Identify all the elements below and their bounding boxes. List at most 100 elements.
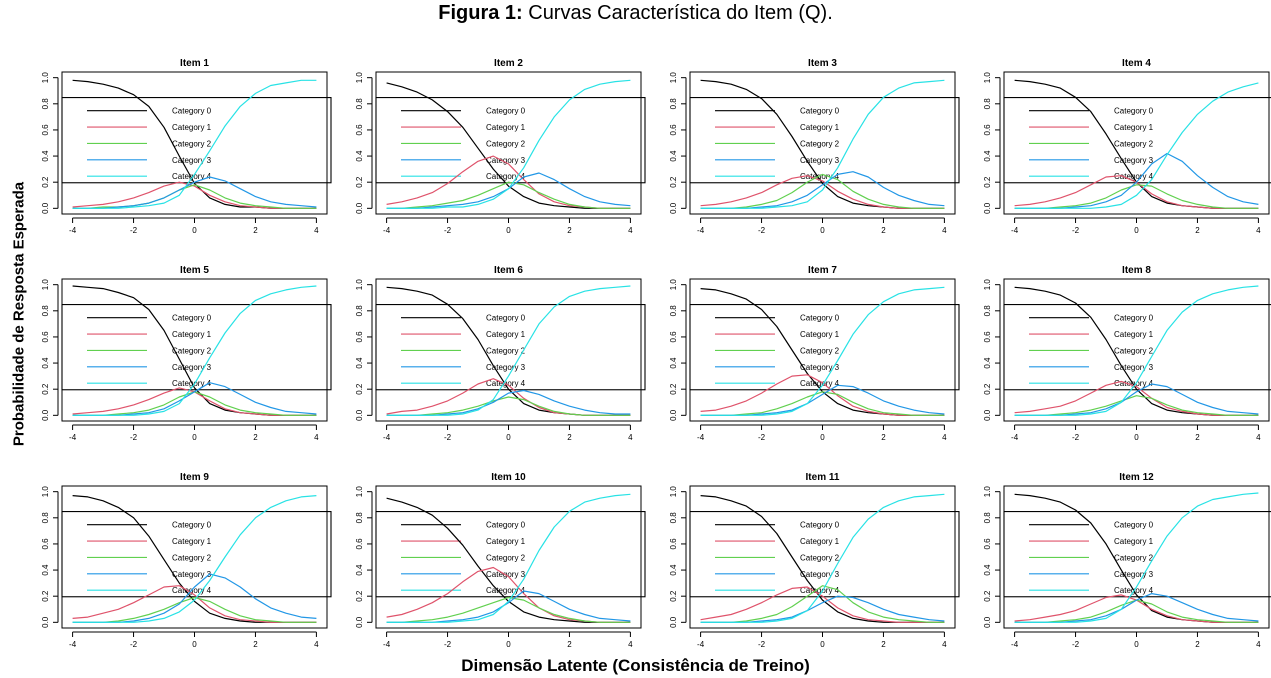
panel-title: Item 8 [1122,265,1151,276]
x-tick-label: -2 [130,640,138,649]
series-line-category-4 [700,493,945,623]
legend-entry: Category 3 [1114,363,1154,372]
series-line-category-1 [700,586,945,623]
y-tick-label: 0.2 [669,176,678,188]
y-tick-label: 0.6 [355,124,364,136]
x-tick-label: -4 [69,640,77,649]
x-tick-label: 0 [820,226,825,235]
legend-entry: Category 4 [800,379,840,388]
y-tick-label: 0.6 [355,331,364,343]
series-line-category-1 [1014,594,1259,623]
y-tick-label: 0.0 [355,202,364,214]
legend-box [61,97,332,184]
figure-title-text: Curvas Característica do Item (Q). [522,2,833,24]
series-line-category-4 [1014,285,1259,416]
panel-item-2: Item 2 -4 -2 0 2 4 0.0 0.2 0.4 0.6 0.8 1.0 Category … [355,58,646,235]
y-tick-label: 1.0 [41,486,50,498]
legend-entry: Category 3 [486,156,526,165]
legend-entry: Category 4 [486,586,526,595]
x-tick-label: -4 [697,226,705,235]
legend-entry: Category 4 [1114,172,1154,181]
y-tick-label: 0.4 [669,357,678,369]
series-line-category-2 [700,173,945,209]
figure-title: Figura 1: Curvas Característica do Item … [0,2,1271,25]
x-tick-label: 2 [1195,640,1200,649]
legend-entry: Category 0 [800,314,840,323]
y-tick-label: 0.2 [41,590,50,602]
x-tick-label: -2 [1072,226,1080,235]
y-tick-label: 0.2 [355,590,364,602]
legend-entry: Category 2 [1114,139,1154,148]
x-tick-label: 4 [628,640,633,649]
legend-box [375,511,646,598]
y-tick-label: 0.8 [983,512,992,524]
x-tick-label: -4 [697,640,705,649]
y-tick-label: 1.0 [983,279,992,291]
x-tick-label: -2 [758,433,766,442]
legend-entry: Category 0 [172,107,212,116]
y-tick-label: 1.0 [983,72,992,84]
x-tick-label: 0 [506,433,511,442]
y-tick-label: 0.4 [355,357,364,369]
legend-entry: Category 2 [486,346,526,355]
legend-entry: Category 1 [1114,123,1154,132]
x-tick-label: 2 [1195,226,1200,235]
series-line-category-3 [72,176,317,209]
x-tick-label: 2 [881,640,886,649]
y-tick-label: 0.6 [355,538,364,550]
legend-entry: Category 1 [800,537,840,546]
series-line-category-2 [1014,395,1259,416]
x-tick-label: 4 [628,226,633,235]
legend-box [1003,304,1271,391]
legend-entry: Category 2 [800,553,840,562]
x-tick-label: -4 [383,640,391,649]
y-tick-label: 0.0 [355,409,364,421]
legend-entry: Category 1 [486,537,526,546]
y-tick-label: 0.8 [355,98,364,110]
panel-title: Item 1 [180,58,209,69]
panel-title: Item 10 [491,472,526,483]
legend-entry: Category 4 [486,172,526,181]
y-tick-label: 1.0 [669,279,678,291]
y-tick-label: 1.0 [355,486,364,498]
legend-entry: Category 3 [172,570,212,579]
x-tick-label: 2 [881,226,886,235]
panel-item-11: Item 11 -4 -2 0 2 4 0.0 0.2 0.4 0.6 0.8 1.0 Category… [669,472,960,649]
x-tick-label: 0 [1134,640,1139,649]
x-tick-label: 0 [506,640,511,649]
series-line-category-2 [1014,599,1259,623]
legend-entry: Category 4 [172,172,212,181]
legend-entry: Category 0 [172,314,212,323]
panel-title: Item 7 [808,265,837,276]
x-tick-label: -4 [1011,226,1019,235]
y-tick-label: 0.8 [41,98,50,110]
x-tick-label: 0 [192,433,197,442]
y-tick-label: 0.6 [983,331,992,343]
series-line-category-2 [700,585,945,623]
y-tick-label: 0.4 [669,564,678,576]
panel-item-12: Item 12 -4 -2 0 2 4 0.0 0.2 0.4 0.6 0.8 1.0 Category… [983,472,1271,649]
y-tick-label: 0.6 [669,538,678,550]
y-tick-label: 0.8 [669,305,678,317]
legend-entry: Category 3 [800,363,840,372]
y-tick-label: 0.6 [41,331,50,343]
legend-entry: Category 2 [800,139,840,148]
legend-entry: Category 0 [1114,314,1154,323]
legend-entry: Category 1 [172,330,212,339]
x-tick-label: -2 [758,226,766,235]
x-tick-label: -2 [130,226,138,235]
legend-entry: Category 1 [172,123,212,132]
legend-entry: Category 4 [1114,379,1154,388]
legend-entry: Category 1 [486,330,526,339]
legend-entry: Category 3 [800,570,840,579]
legend-entry: Category 3 [172,363,212,372]
y-tick-label: 0.8 [355,305,364,317]
y-tick-label: 0.4 [41,150,50,162]
y-tick-label: 0.8 [669,98,678,110]
x-tick-label: 4 [314,226,319,235]
series-line-category-4 [72,495,317,623]
y-tick-label: 0.2 [669,383,678,395]
series-line-category-2 [1014,184,1259,209]
panel-item-5: Item 5 -4 -2 0 2 4 0.0 0.2 0.4 0.6 0.8 1.0 Category … [41,265,332,442]
series-line-category-2 [72,184,317,209]
